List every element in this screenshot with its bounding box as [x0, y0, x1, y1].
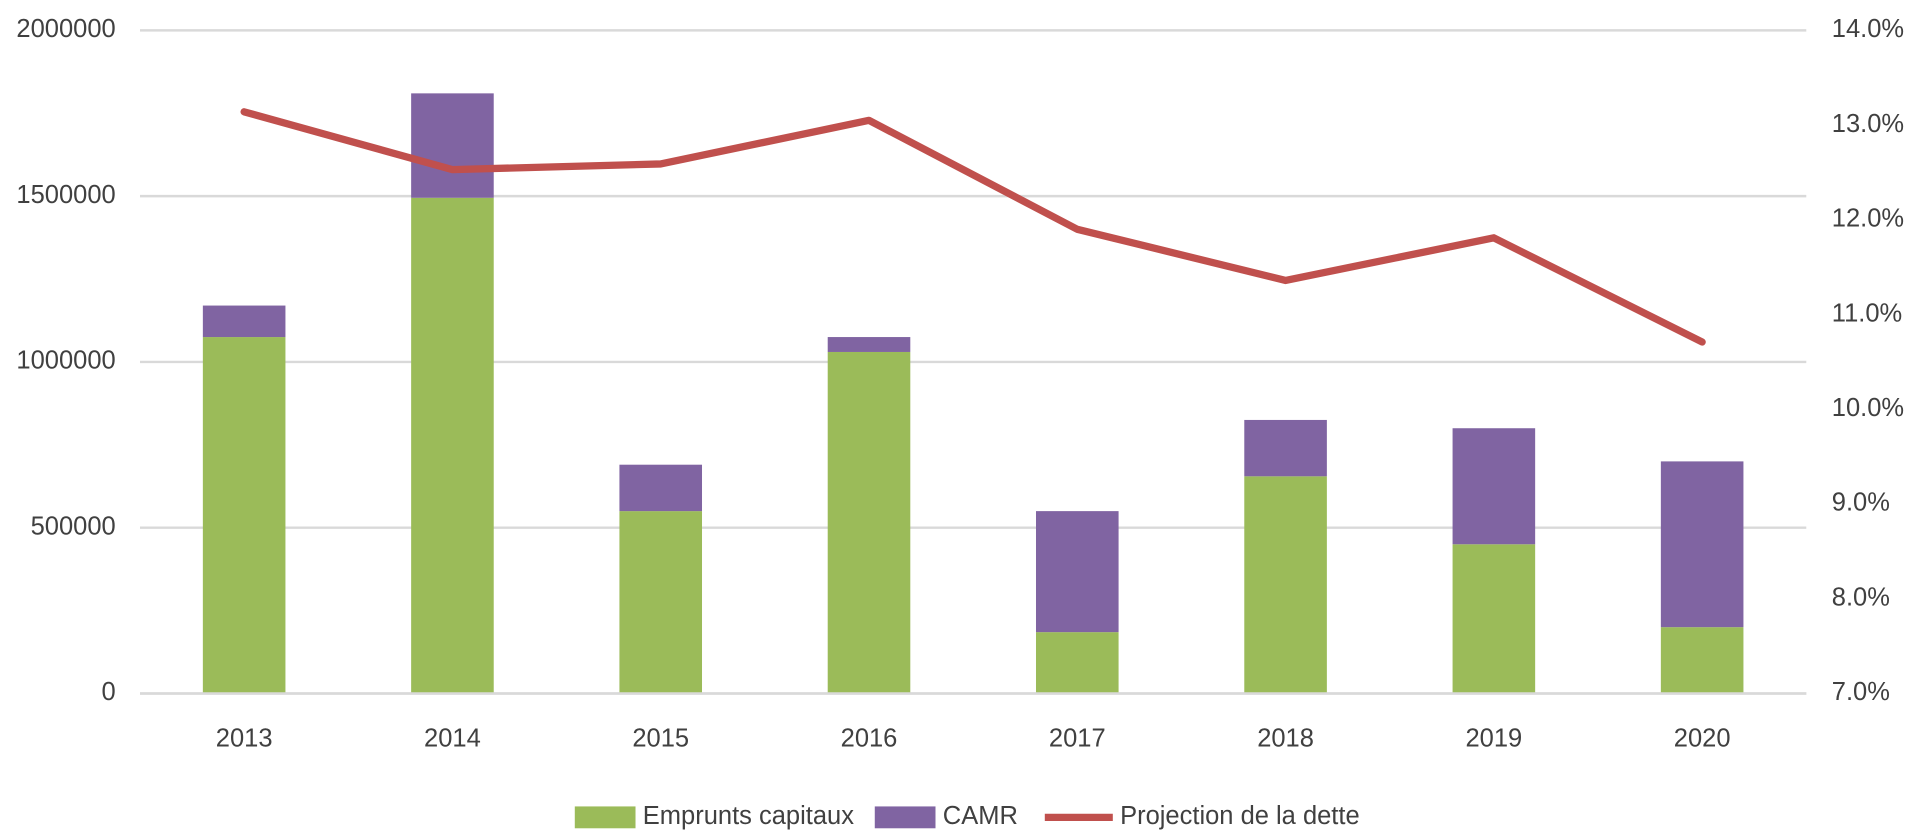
y2-tick-label: 11.0% [1832, 299, 1902, 327]
x-tick-label: 2017 [1049, 724, 1106, 752]
x-tick-label: 2018 [1257, 724, 1314, 752]
bar-segment [1452, 428, 1536, 545]
legend-swatch [874, 806, 936, 829]
bar-segment [411, 93, 494, 198]
y2-tick-label: 9.0% [1832, 489, 1890, 517]
x-tick-label: 2019 [1465, 724, 1522, 752]
bar-segment [1244, 476, 1327, 694]
y2-tick-label: 13.0% [1832, 110, 1904, 138]
bar-segment [1660, 461, 1744, 628]
x-tick-label: 2013 [216, 724, 273, 752]
y2-tick-label: 10.0% [1832, 394, 1904, 422]
legend-label: CAMR [943, 802, 1018, 830]
line-series [240, 108, 1706, 346]
y2-tick-label: 12.0% [1832, 205, 1904, 233]
legend-label: Emprunts capitaux [643, 802, 854, 830]
bar-segment [619, 464, 703, 512]
x-tick-label: 2016 [841, 724, 898, 752]
legend-label: Projection de la dette [1120, 802, 1360, 830]
y-tick-label: 0 [102, 678, 116, 706]
bar-segment [1244, 419, 1327, 477]
bar-segment [827, 351, 911, 694]
bar-segment [1035, 511, 1119, 633]
bar-segment [619, 511, 703, 694]
bar-segment [827, 337, 911, 352]
y2-tick-label: 8.0% [1832, 583, 1890, 611]
legend-swatch [574, 806, 636, 829]
bar-segment [1660, 627, 1744, 694]
y-tick-label: 1500000 [16, 181, 115, 209]
y2-tick-label: 7.0% [1832, 678, 1890, 706]
y2-tick-label: 14.0% [1832, 15, 1904, 43]
y-tick-label: 1000000 [16, 347, 115, 375]
bar-segment [202, 305, 286, 338]
bar-segment [411, 197, 494, 694]
x-tick-label: 2014 [424, 724, 481, 752]
y-tick-label: 500000 [31, 512, 116, 540]
x-tick-label: 2020 [1674, 724, 1731, 752]
bar-segment [1035, 632, 1119, 694]
bar-segment [202, 337, 286, 694]
x-tick-label: 2015 [632, 724, 689, 752]
bar-segment [1452, 544, 1536, 694]
y-tick-label: 2000000 [16, 15, 115, 43]
